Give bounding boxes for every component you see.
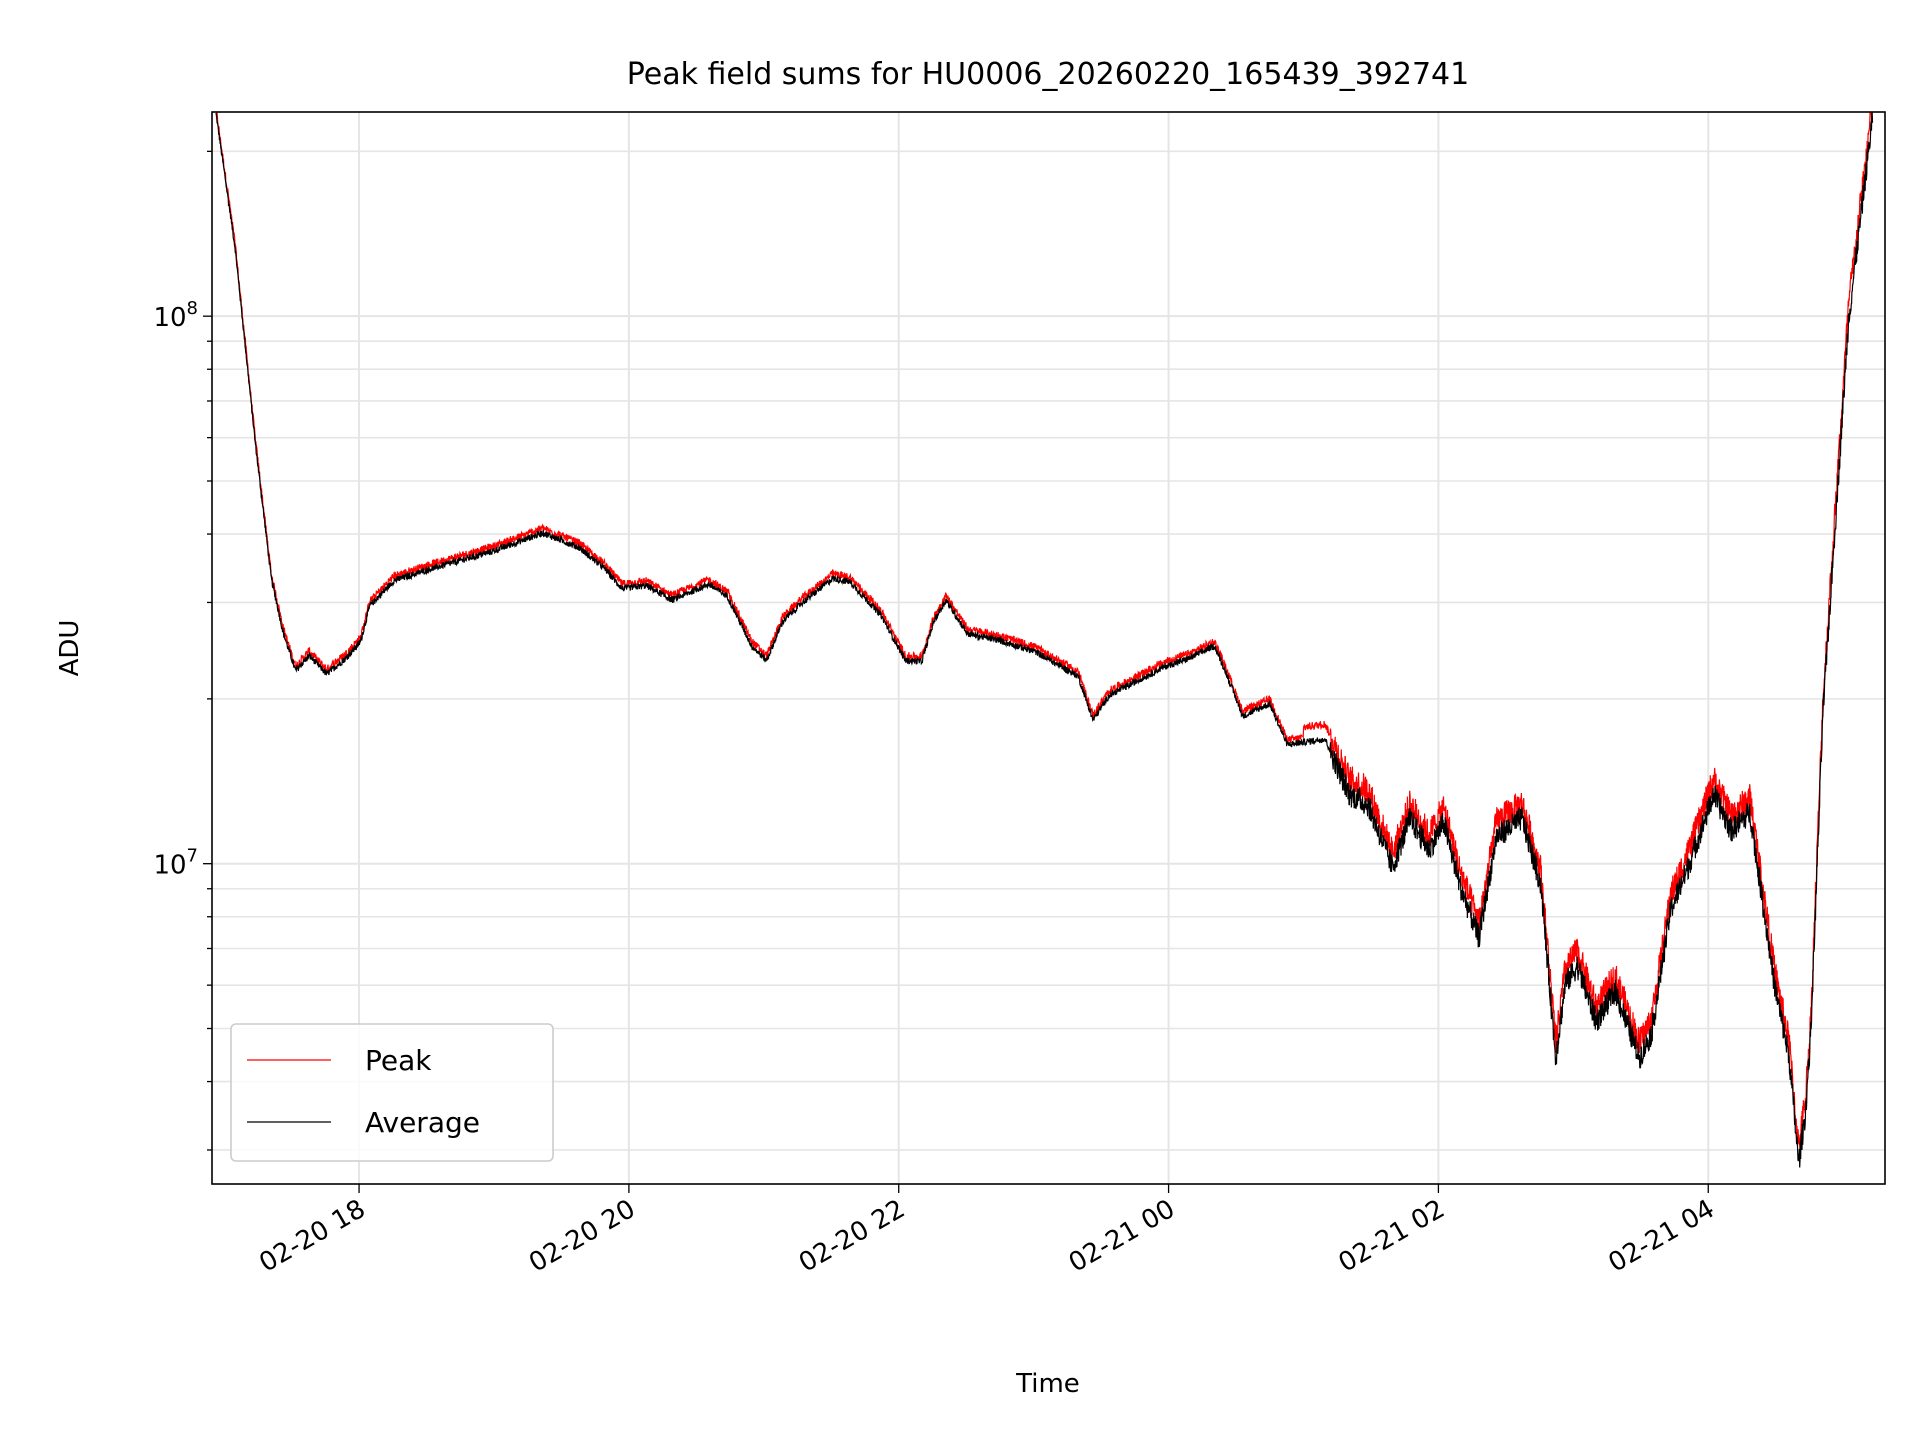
- grid-lines: [212, 112, 1885, 1184]
- y-tick-label: 108: [153, 298, 198, 333]
- y-axis-label: ADU: [55, 620, 85, 677]
- chart-title: Peak field sums for HU0006_20260220_1654…: [627, 57, 1469, 92]
- y-tick-label: 107: [153, 846, 198, 881]
- series-line-peak: [216, 112, 1873, 1151]
- x-tick-label: 02-21 04: [1604, 1194, 1720, 1278]
- legend-peak-label: Peak: [365, 1044, 432, 1077]
- x-tick-label: 02-21 02: [1334, 1194, 1450, 1278]
- x-tick-label: 02-20 22: [794, 1194, 910, 1278]
- x-axis-label: Time: [1015, 1369, 1080, 1399]
- series-lines: [215, 112, 1874, 1168]
- series-line-average: [215, 112, 1874, 1168]
- plot-frame: [211, 111, 1886, 1185]
- x-tick-label: 02-21 00: [1064, 1194, 1180, 1278]
- legend-average-label: Average: [365, 1106, 480, 1139]
- x-tick-label: 02-20 18: [254, 1194, 370, 1278]
- x-tick-label: 02-20 20: [524, 1194, 640, 1278]
- legend-box: [230, 1023, 554, 1162]
- legend: Peak Average: [230, 1023, 554, 1162]
